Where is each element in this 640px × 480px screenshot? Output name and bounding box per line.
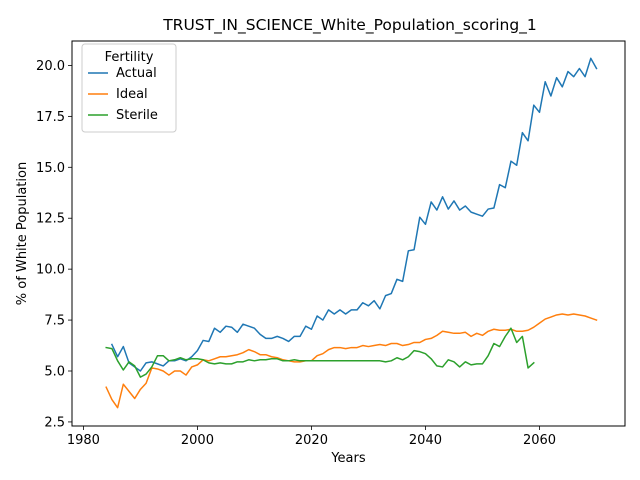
x-tick-label: 2020 — [295, 433, 328, 448]
y-tick-label: 15.0 — [36, 161, 65, 176]
legend: Fertility Actual Ideal Sterile — [82, 44, 176, 132]
y-tick-label: 7.5 — [44, 314, 65, 329]
series-line-actual — [112, 58, 597, 371]
y-tick-label: 2.5 — [44, 415, 65, 430]
y-tick-label: 17.5 — [36, 110, 65, 125]
x-tick-label: 2000 — [181, 433, 214, 448]
chart-title: TRUST_IN_SCIENCE_White_Population_scorin… — [162, 16, 537, 35]
legend-label-sterile: Sterile — [116, 108, 158, 123]
legend-label-actual: Actual — [116, 66, 157, 81]
y-axis: 2.5 5.0 7.5 10.0 12.5 15.0 17.5 20.0 — [36, 59, 72, 430]
legend-title: Fertility — [105, 50, 154, 65]
x-tick-label: 2040 — [409, 433, 442, 448]
y-tick-label: 5.0 — [44, 365, 65, 380]
x-tick-label: 2060 — [523, 433, 556, 448]
y-axis-label: % of White Population — [15, 162, 30, 305]
x-axis: 1980 2000 2020 2040 2060 — [67, 426, 556, 448]
y-tick-label: 12.5 — [36, 212, 65, 227]
y-tick-label: 10.0 — [36, 263, 65, 278]
x-axis-label: Years — [330, 451, 366, 466]
legend-label-ideal: Ideal — [116, 87, 148, 102]
x-tick-label: 1980 — [67, 433, 100, 448]
y-tick-label: 20.0 — [36, 59, 65, 74]
series-layer — [106, 58, 596, 407]
